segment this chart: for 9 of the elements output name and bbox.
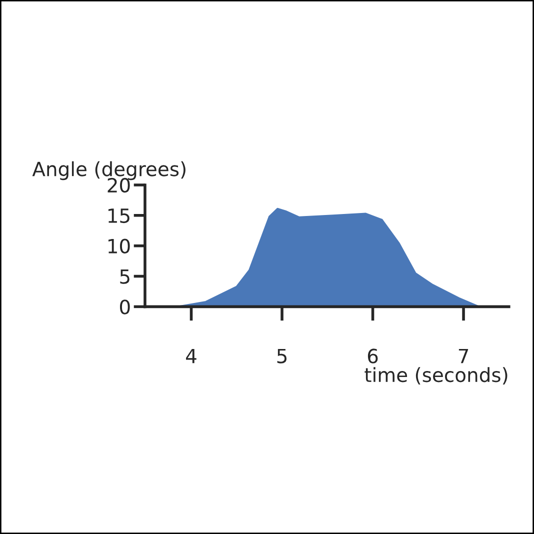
x-tick-label: 6	[368, 348, 378, 364]
y-tick-label: 15	[108, 208, 130, 224]
y-tick-label: 5	[120, 269, 130, 284]
x-tick-label: 7	[458, 348, 468, 364]
x-axis-title: time (seconds)	[364, 367, 508, 384]
y-tick-label: 0	[120, 300, 130, 314]
x-tick-label: 4	[186, 348, 196, 364]
y-tick-label: 10	[108, 238, 130, 254]
x-tick-label: 5	[277, 348, 287, 364]
